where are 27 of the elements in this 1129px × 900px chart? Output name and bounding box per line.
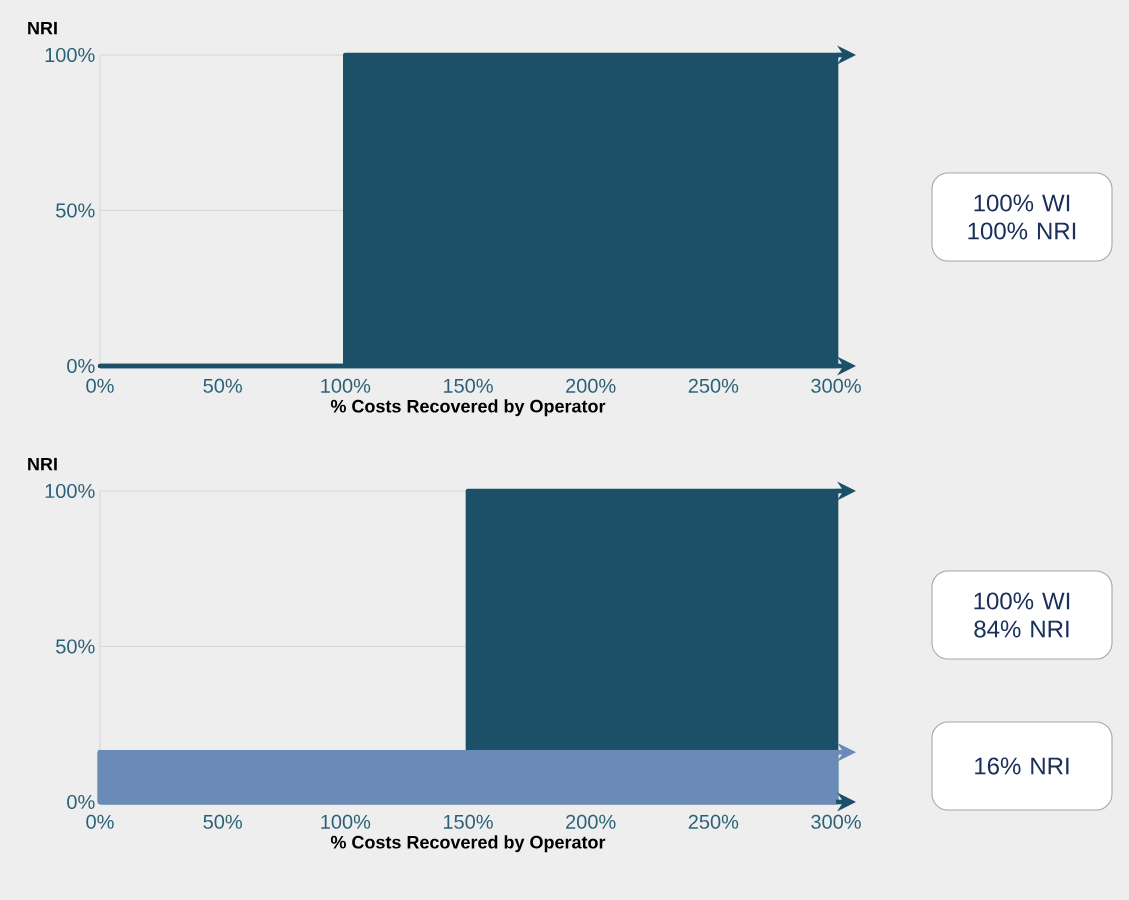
x-tick-label: 300%	[811, 814, 861, 829]
y-tick-label: 0%	[67, 794, 95, 810]
x-tick-label: 250%	[688, 814, 739, 829]
x-tick-label: 100%	[321, 378, 371, 393]
x-tick-label: 0%	[86, 814, 114, 829]
x-tick-label: 150%	[443, 378, 493, 393]
y-tick-label: 50%	[56, 639, 95, 654]
y-axis-title: NRI	[28, 457, 57, 471]
y-tick-label: 0%	[67, 358, 95, 374]
x-tick-label: 50%	[203, 814, 242, 829]
y-tick-label: 100%	[45, 47, 95, 63]
y-axis-title: NRI	[28, 21, 57, 35]
x-tick-label: 0%	[86, 378, 114, 393]
text: 100% WI 84% NRI	[974, 592, 1070, 638]
x-tick-label: 200%	[566, 378, 616, 393]
y-tick-label: 50%	[56, 203, 95, 218]
x-tick-label: 250%	[688, 378, 739, 393]
y-tick-label: 100%	[45, 483, 95, 499]
text: 100% WI 100% NRI	[968, 194, 1076, 240]
x-tick-label: 100%	[321, 814, 371, 829]
x-tick-label: 200%	[566, 814, 616, 829]
x-axis-title: % Costs Recovered by Operator	[330, 399, 606, 417]
x-tick-label: 150%	[443, 814, 493, 829]
x-axis-title: % Costs Recovered by Operator	[330, 835, 606, 853]
x-tick-label: 300%	[811, 378, 861, 393]
text: 16% NRI	[975, 757, 1069, 775]
x-tick-label: 50%	[203, 378, 242, 393]
